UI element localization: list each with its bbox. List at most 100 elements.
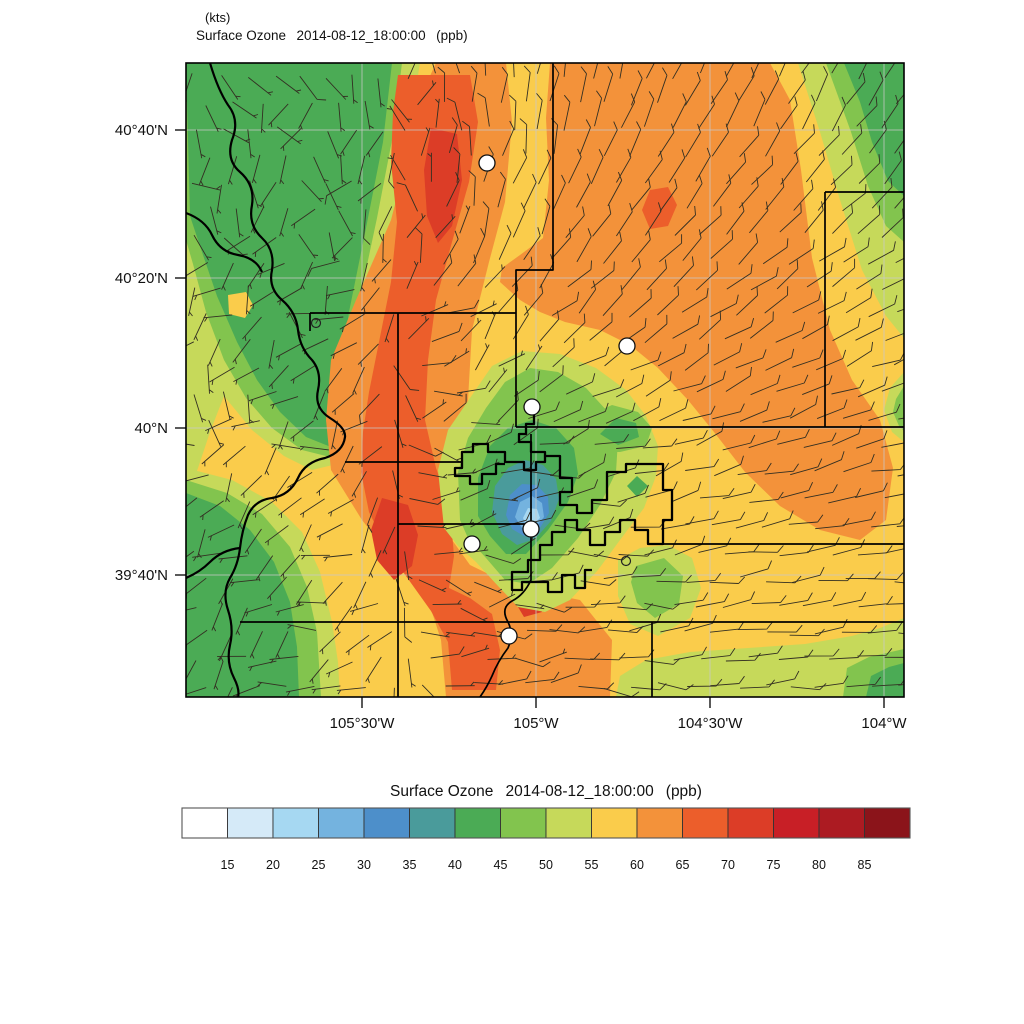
wind-barb xyxy=(657,682,694,691)
wind-barb xyxy=(695,147,711,182)
wind-barb xyxy=(868,403,901,421)
wind-barb xyxy=(590,595,626,606)
wind-barb xyxy=(360,524,370,554)
wind-barb xyxy=(631,568,667,578)
wind-barb xyxy=(252,498,278,518)
lat-tick-label: 39°40'N xyxy=(115,567,168,584)
wind-barb xyxy=(762,238,789,265)
wind-barb xyxy=(843,237,870,263)
wind-barb xyxy=(280,128,302,151)
wind-barb xyxy=(360,262,368,292)
wind-barb xyxy=(578,402,609,423)
colorbar-block: Surface Ozone 2014-08-12_18:00:00 (ppb) … xyxy=(181,783,911,872)
wind-barb xyxy=(682,405,716,421)
lon-tick-label: 104°30'W xyxy=(678,715,744,732)
wind-barb xyxy=(725,652,761,662)
wind-barb xyxy=(227,156,238,185)
wind-barb xyxy=(552,174,566,210)
wind-barb xyxy=(841,124,863,155)
wind-barb xyxy=(615,374,645,398)
wind-barb xyxy=(340,129,357,156)
wind-barb xyxy=(541,198,551,235)
colorbar-tick-label: 75 xyxy=(767,858,781,872)
wind-barb xyxy=(563,63,566,77)
wind-barb xyxy=(276,126,303,145)
wind-barb xyxy=(576,173,591,208)
wind-barb xyxy=(563,94,571,131)
wind-barb xyxy=(301,180,324,203)
wind-barb xyxy=(406,261,419,289)
wind-barb xyxy=(300,261,314,290)
colorbar-cell xyxy=(454,807,501,839)
wind-barb xyxy=(287,624,317,631)
wind-barb xyxy=(244,528,262,555)
wind-barb xyxy=(477,92,490,127)
wind-barb xyxy=(508,94,517,131)
wind-barb xyxy=(445,681,475,687)
wind-barb xyxy=(673,646,707,661)
wind-barb xyxy=(659,399,689,422)
colorbar-tick-label: 30 xyxy=(357,858,371,872)
wind-barb xyxy=(447,468,477,476)
wind-barb xyxy=(434,447,462,463)
wind-barb xyxy=(351,471,367,498)
wind-barb xyxy=(536,93,543,129)
colorbar-cell xyxy=(864,807,911,839)
wind-barb xyxy=(409,498,446,505)
wind-barb xyxy=(580,516,615,530)
wind-barb xyxy=(345,634,370,656)
wind-barb xyxy=(484,264,506,288)
wind-barb xyxy=(644,150,663,184)
wind-barb xyxy=(453,147,461,183)
wind-barb xyxy=(788,514,824,525)
wind-barb xyxy=(264,525,289,546)
wind-barb xyxy=(384,314,395,343)
lat-tick-label: 40°40'N xyxy=(115,122,168,139)
wind-barb xyxy=(325,183,342,210)
wind-barb xyxy=(249,290,276,310)
wind-barb xyxy=(288,311,306,339)
wind-barb xyxy=(388,152,395,189)
wind-barb xyxy=(186,687,207,695)
ozone-region-red-core-south xyxy=(371,498,418,580)
colorbar-cell xyxy=(318,807,365,839)
wind-barb xyxy=(382,526,396,555)
wind-barb xyxy=(462,120,472,156)
wind-barb xyxy=(803,432,837,448)
wind-barb xyxy=(497,391,519,422)
wind-barb xyxy=(551,228,572,260)
colorbar-cell xyxy=(272,807,319,839)
wind-barb xyxy=(488,367,508,393)
wind-barb xyxy=(418,579,447,593)
wind-barb xyxy=(881,382,904,392)
ozone-region-se-blob-lightgreen xyxy=(631,558,683,618)
wind-barb xyxy=(497,171,506,208)
wind-barb xyxy=(831,63,839,74)
wind-barb xyxy=(211,603,224,632)
wind-barb xyxy=(806,262,833,288)
wind-barb xyxy=(299,524,312,553)
wind-barb xyxy=(268,365,289,389)
wind-barb xyxy=(488,590,516,608)
wind-barb xyxy=(817,291,847,314)
wind-barb xyxy=(779,203,802,233)
wind-barb xyxy=(484,63,487,76)
wind-barb xyxy=(578,346,610,367)
wind-barb xyxy=(804,201,824,233)
wind-barb xyxy=(279,155,287,185)
wind-barb xyxy=(365,656,382,684)
wind-barb xyxy=(209,366,235,385)
wind-barb xyxy=(186,443,195,446)
wind-barb xyxy=(724,317,755,340)
wind-barb xyxy=(456,380,491,394)
wind-barb xyxy=(895,93,904,105)
wind-barb xyxy=(247,263,265,290)
wind-barb xyxy=(616,148,632,183)
wind-barb xyxy=(299,445,329,451)
wind-barb xyxy=(231,420,260,431)
colorbar-outline xyxy=(181,807,911,839)
wind-barb xyxy=(213,661,224,690)
wind-barb xyxy=(331,393,355,415)
wind-barb xyxy=(894,196,904,209)
